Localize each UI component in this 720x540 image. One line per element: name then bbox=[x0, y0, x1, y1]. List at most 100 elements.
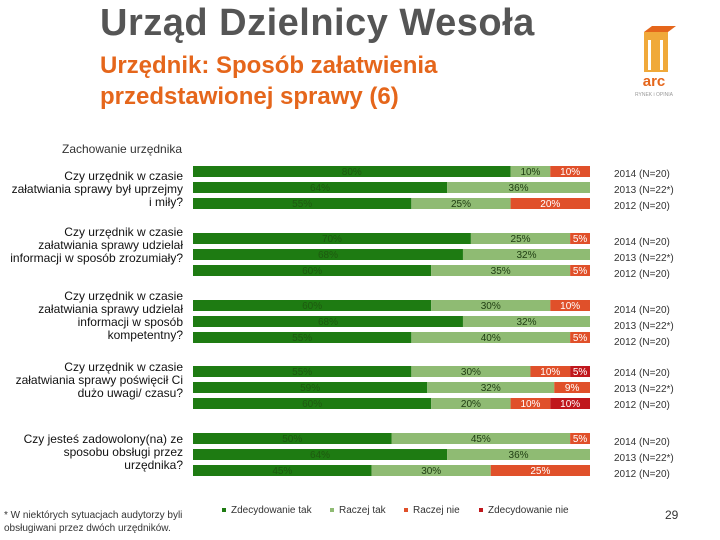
data-label: 5% bbox=[573, 333, 588, 344]
page-subtitle: Urzędnik: Sposób załatwienia przedstawio… bbox=[100, 52, 438, 110]
bar-segment bbox=[570, 332, 590, 343]
data-label: 25% bbox=[530, 466, 550, 477]
page-number: 29 bbox=[665, 508, 679, 522]
legend-swatch bbox=[330, 508, 334, 513]
legend-swatch bbox=[222, 508, 226, 513]
year-label: 2013 (N=22*) bbox=[614, 384, 674, 395]
bar-segment bbox=[193, 316, 463, 327]
year-label: 2012 (N=20) bbox=[614, 269, 670, 280]
data-label: 20% bbox=[461, 399, 481, 410]
bar-segment bbox=[530, 366, 571, 377]
data-label: 9% bbox=[565, 383, 580, 394]
data-label: 68% bbox=[318, 317, 338, 328]
legend-label: Zdecydowanie tak bbox=[231, 505, 312, 516]
data-label: 55% bbox=[292, 333, 312, 344]
year-label: 2014 (N=20) bbox=[614, 437, 670, 448]
data-label: 30% bbox=[461, 367, 481, 378]
legend-item: Zdecydowanie tak bbox=[222, 505, 312, 516]
bar-segment bbox=[510, 198, 590, 209]
page-title: Urząd Dzielnicy Wesoła bbox=[100, 2, 535, 44]
year-label: 2013 (N=22*) bbox=[614, 321, 674, 332]
bar-segment bbox=[550, 300, 590, 311]
year-label: 2012 (N=20) bbox=[614, 400, 670, 411]
bar-segment bbox=[193, 449, 448, 460]
data-label: 10% bbox=[560, 301, 580, 312]
arc-logo: arc RYNEK i OPINIA bbox=[635, 26, 676, 98]
logo-text: arc bbox=[643, 73, 666, 90]
legend-item: Raczej tak bbox=[330, 505, 386, 516]
legend-item: Raczej nie bbox=[404, 505, 460, 516]
bar-segment bbox=[570, 265, 590, 276]
bar-segment bbox=[371, 465, 491, 476]
data-label: 64% bbox=[310, 450, 330, 461]
data-label: 40% bbox=[481, 333, 501, 344]
bar-segment bbox=[193, 398, 432, 409]
data-label: 60% bbox=[302, 399, 322, 410]
footnote: * W niektórych sytuacjach audytorzy byli… bbox=[4, 510, 183, 534]
section-label: Zachowanie urzędnika bbox=[62, 142, 183, 156]
year-label: 2012 (N=20) bbox=[614, 337, 670, 348]
data-label: 36% bbox=[509, 183, 529, 194]
bar-segment bbox=[193, 366, 412, 377]
legend-swatch bbox=[404, 508, 408, 513]
question-label: Czy urzędnik w czasie załatwiania sprawy… bbox=[10, 225, 183, 265]
bar-segment bbox=[431, 300, 551, 311]
data-label: 5% bbox=[573, 434, 588, 445]
bar-segment bbox=[193, 332, 412, 343]
bar-segment bbox=[570, 433, 590, 444]
data-label: 5% bbox=[573, 266, 588, 277]
data-label: 70% bbox=[322, 234, 342, 245]
data-label: 30% bbox=[421, 466, 441, 477]
bar-segment bbox=[431, 398, 511, 409]
data-label: 36% bbox=[509, 450, 529, 461]
bar-segment bbox=[431, 265, 571, 276]
bar-segment bbox=[470, 233, 571, 244]
data-label: 5% bbox=[573, 367, 588, 378]
data-label: 25% bbox=[511, 234, 531, 245]
data-label: 30% bbox=[481, 301, 501, 312]
data-label: 10% bbox=[520, 167, 540, 178]
bar-segment bbox=[411, 198, 511, 209]
bar-segment bbox=[193, 300, 432, 311]
data-label: 10% bbox=[520, 399, 540, 410]
bar-segment bbox=[193, 265, 432, 276]
year-label: 2013 (N=22*) bbox=[614, 185, 674, 196]
logo-tagline: RYNEK i OPINIA bbox=[635, 92, 674, 98]
bar-segment bbox=[447, 449, 590, 460]
bar-segment bbox=[462, 316, 590, 327]
bar-segment bbox=[462, 249, 590, 260]
bar-segment bbox=[550, 166, 590, 177]
data-label: 35% bbox=[491, 266, 511, 277]
data-label: 80% bbox=[342, 167, 362, 178]
data-label: 55% bbox=[292, 199, 312, 210]
data-label: 5% bbox=[573, 234, 588, 245]
bar-segment bbox=[193, 249, 463, 260]
question-label: Czy jesteś zadowolony(na) ze sposobu obs… bbox=[23, 432, 183, 472]
bar-segment bbox=[554, 382, 590, 393]
data-label: 68% bbox=[318, 250, 338, 261]
data-label: 32% bbox=[516, 250, 536, 261]
bar-segment bbox=[570, 366, 590, 377]
year-label: 2014 (N=20) bbox=[614, 305, 670, 316]
bar-segment bbox=[570, 233, 590, 244]
year-label: 2013 (N=22*) bbox=[614, 453, 674, 464]
data-label: 59% bbox=[300, 383, 320, 394]
legend-swatch bbox=[479, 508, 483, 513]
legend-label: Zdecydowanie nie bbox=[488, 505, 569, 516]
bar-segment bbox=[550, 398, 590, 409]
bar-segment bbox=[193, 465, 372, 476]
bar-segment bbox=[193, 433, 392, 444]
data-label: 50% bbox=[282, 434, 302, 445]
year-label: 2014 (N=20) bbox=[614, 169, 670, 180]
bar-segment bbox=[193, 382, 428, 393]
bar-segment bbox=[510, 398, 551, 409]
legend-label: Raczej tak bbox=[339, 505, 386, 516]
question-label: Czy urzędnik w czasie załatwiania sprawy… bbox=[38, 289, 183, 342]
bar-segment bbox=[447, 182, 590, 193]
question-label: Czy urzędnik w czasie załatwiania sprawy… bbox=[11, 169, 183, 209]
data-label: 10% bbox=[560, 399, 580, 410]
data-label: 55% bbox=[292, 367, 312, 378]
year-label: 2012 (N=20) bbox=[614, 201, 670, 212]
data-label: 45% bbox=[471, 434, 491, 445]
